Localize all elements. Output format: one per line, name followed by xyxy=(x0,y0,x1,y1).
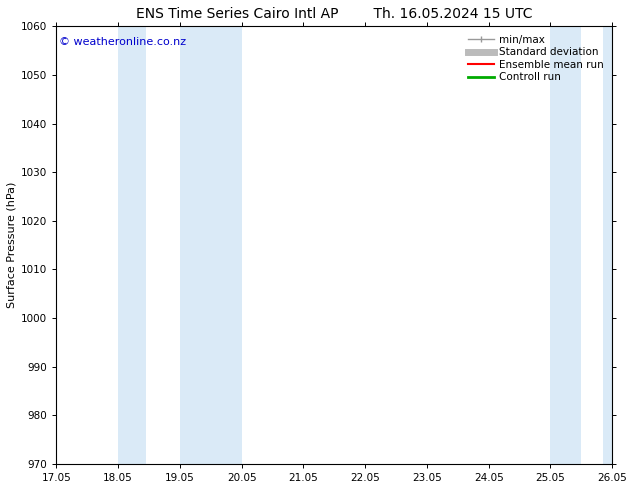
Bar xyxy=(180,26,242,464)
Bar xyxy=(118,26,146,464)
Bar xyxy=(550,26,581,464)
Bar xyxy=(603,26,621,464)
Title: ENS Time Series Cairo Intl AP        Th. 16.05.2024 15 UTC: ENS Time Series Cairo Intl AP Th. 16.05.… xyxy=(136,7,533,21)
Legend: min/max, Standard deviation, Ensemble mean run, Controll run: min/max, Standard deviation, Ensemble me… xyxy=(465,31,607,86)
Text: © weatheronline.co.nz: © weatheronline.co.nz xyxy=(59,37,186,47)
Y-axis label: Surface Pressure (hPa): Surface Pressure (hPa) xyxy=(7,182,17,308)
